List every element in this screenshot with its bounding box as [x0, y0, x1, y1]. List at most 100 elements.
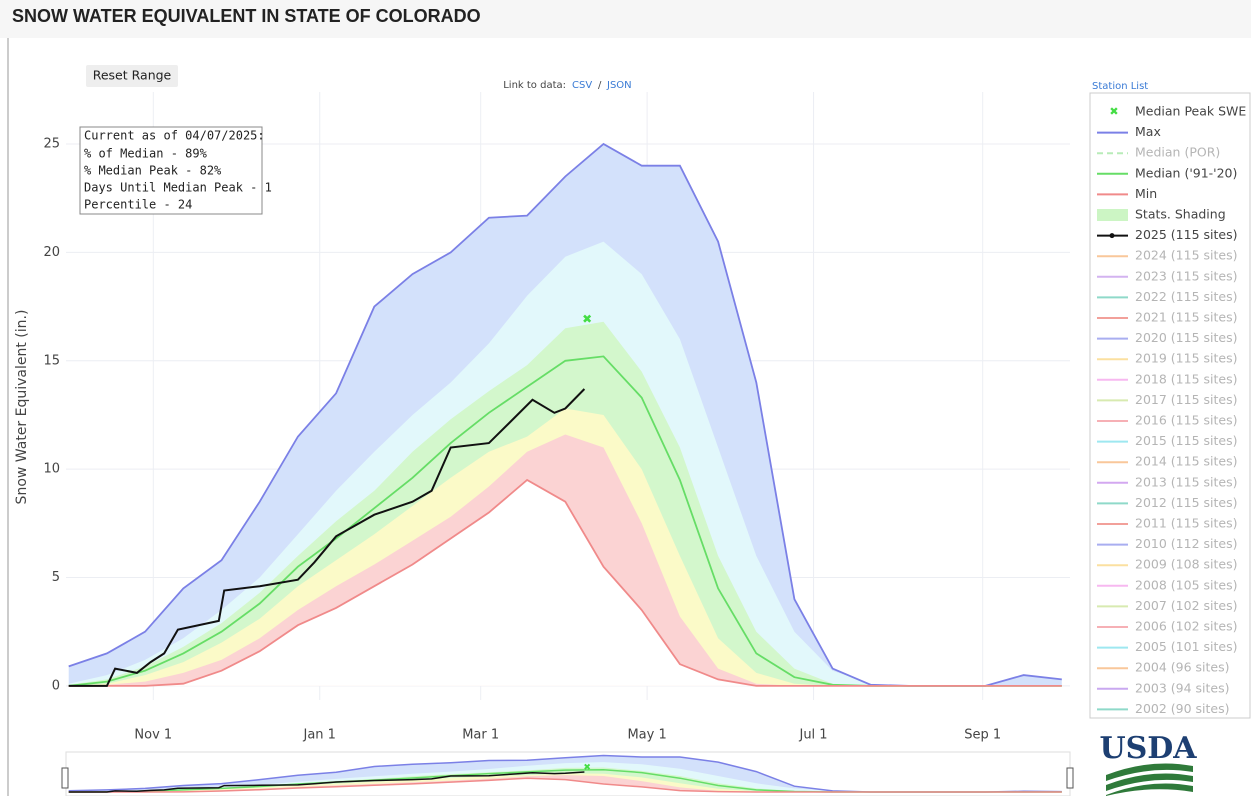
logo-text: USDA: [1099, 731, 1197, 766]
legend-entry[interactable]: 2005 (101 sites): [1097, 639, 1237, 654]
y-tick-label: 25: [43, 137, 60, 152]
title-bar: [0, 0, 1251, 38]
legend-label[interactable]: 2024 (115 sites): [1135, 248, 1237, 263]
plot-area: ✖: [68, 142, 1062, 687]
legend-label[interactable]: Median ('91-'20): [1135, 165, 1237, 180]
page-title: SNOW WATER EQUIVALENT IN STATE OF COLORA…: [12, 6, 481, 26]
shading-min: [68, 778, 1062, 793]
legend-label[interactable]: Median (POR): [1135, 145, 1220, 160]
legend-label[interactable]: 2004 (96 sites): [1135, 660, 1230, 675]
legend-entry[interactable]: 2024 (115 sites): [1097, 248, 1237, 263]
legend-label[interactable]: 2003 (94 sites): [1135, 680, 1230, 695]
series-line: [68, 388, 586, 687]
legend-label[interactable]: 2020 (115 sites): [1135, 330, 1237, 345]
legend-label[interactable]: Min: [1135, 186, 1157, 201]
x-tick-label: Mar 1: [462, 728, 499, 743]
info-line: Days Until Median Peak - 1: [84, 181, 272, 195]
legend-entry[interactable]: 2020 (115 sites): [1097, 330, 1237, 345]
legend-entry[interactable]: 2019 (115 sites): [1097, 351, 1237, 366]
legend-entry[interactable]: 2018 (115 sites): [1097, 371, 1237, 386]
legend-label[interactable]: 2002 (90 sites): [1135, 701, 1230, 716]
legend-entry[interactable]: 2002 (90 sites): [1097, 701, 1230, 716]
y-tick-label: 10: [43, 462, 60, 477]
legend-entry[interactable]: 2003 (94 sites): [1097, 680, 1230, 695]
json-link[interactable]: JSON: [606, 80, 632, 91]
legend-entry[interactable]: 2006 (102 sites): [1097, 619, 1237, 634]
link-label: Link to data:: [503, 80, 566, 91]
legend-entry[interactable]: 2013 (115 sites): [1097, 474, 1237, 489]
legend-label[interactable]: 2010 (112 sites): [1135, 536, 1237, 551]
legend-entry[interactable]: Max: [1097, 124, 1161, 139]
series-line: [68, 478, 1062, 687]
legend-label[interactable]: 2023 (115 sites): [1135, 268, 1237, 283]
legend-label[interactable]: 2018 (115 sites): [1135, 371, 1237, 386]
legend-box: [1089, 92, 1251, 719]
legend-symbol: ✖: [1109, 105, 1118, 118]
legend-label[interactable]: 2025 (115 sites): [1135, 227, 1237, 242]
range-handle[interactable]: [61, 767, 69, 789]
legend-label[interactable]: Max: [1135, 124, 1161, 139]
legend-label[interactable]: Median Peak SWE: [1135, 104, 1246, 119]
legend-label[interactable]: 2015 (115 sites): [1135, 433, 1237, 448]
legend-entry[interactable]: 2025 (115 sites): [1097, 227, 1237, 242]
legend-label[interactable]: 2019 (115 sites): [1135, 351, 1237, 366]
legend-entry[interactable]: 2009 (108 sites): [1097, 557, 1237, 572]
legend-entry[interactable]: Min: [1097, 186, 1157, 201]
series-line: [68, 771, 585, 793]
info-line: Percentile - 24: [84, 198, 192, 212]
reset-button-label[interactable]: Reset Range: [93, 68, 172, 83]
y-tick-label: 0: [52, 678, 60, 693]
x-tick-label: Sep 1: [964, 728, 1001, 743]
legend-label[interactable]: 2016 (115 sites): [1135, 413, 1237, 428]
legend-entry[interactable]: 2022 (115 sites): [1097, 289, 1237, 304]
legend-entry[interactable]: 2014 (115 sites): [1097, 454, 1237, 469]
range-handle[interactable]: [1066, 767, 1074, 789]
legend-label[interactable]: Stats. Shading: [1135, 207, 1226, 222]
legend-entry[interactable]: ✖ Median Peak SWE: [1109, 104, 1246, 119]
legend-label[interactable]: 2008 (105 sites): [1135, 577, 1237, 592]
legend-entry[interactable]: 2021 (115 sites): [1097, 310, 1237, 325]
legend-entry[interactable]: 2017 (115 sites): [1097, 392, 1237, 407]
legend-entry[interactable]: 2004 (96 sites): [1097, 660, 1230, 675]
y-tick-label: 5: [52, 570, 60, 585]
legend-entry[interactable]: 2015 (115 sites): [1097, 433, 1237, 448]
legend-entry[interactable]: 2007 (102 sites): [1097, 598, 1237, 613]
legend-label[interactable]: 2012 (115 sites): [1135, 495, 1237, 510]
legend-entry[interactable]: 2023 (115 sites): [1097, 268, 1237, 283]
legend-symbol: [1109, 233, 1115, 239]
legend-label[interactable]: 2007 (102 sites): [1135, 598, 1237, 613]
reset-button[interactable]: [86, 65, 178, 87]
legend-entry[interactable]: 2011 (115 sites): [1097, 516, 1237, 531]
station-list-link[interactable]: Station List: [1092, 81, 1148, 92]
legend-entry[interactable]: Stats. Shading: [1097, 207, 1226, 222]
legend-label[interactable]: 2005 (101 sites): [1135, 639, 1237, 654]
legend-entry[interactable]: 2008 (105 sites): [1097, 577, 1237, 592]
legend-entry[interactable]: 2016 (115 sites): [1097, 413, 1237, 428]
legend-entry[interactable]: 2012 (115 sites): [1097, 495, 1237, 510]
link-separator: /: [598, 80, 602, 91]
legend-label[interactable]: 2017 (115 sites): [1135, 392, 1237, 407]
legend-label[interactable]: 2013 (115 sites): [1135, 474, 1237, 489]
legend-entry[interactable]: 2010 (112 sites): [1097, 536, 1237, 551]
legend-label[interactable]: 2009 (108 sites): [1135, 557, 1237, 572]
shading-min: [68, 480, 1062, 686]
csv-link[interactable]: CSV: [572, 80, 592, 91]
legend: ✖ Median Peak SWE Max Median (POR) Median ('…: [1097, 104, 1246, 716]
plot: 0 5 10 15 20 25 Nov 1 Jan 1 Mar 1 May 1 Jul 1 Sep 1…: [14, 92, 1071, 796]
info-box: [79, 126, 263, 215]
series-line: [68, 777, 1062, 793]
usda-logo: USDA: [1099, 731, 1197, 796]
info-line: Current as of 04/07/2025:: [84, 129, 265, 143]
logo-stripe: [1106, 763, 1193, 781]
legend-label[interactable]: 2011 (115 sites): [1135, 516, 1237, 531]
legend-entry[interactable]: Median ('91-'20): [1097, 165, 1237, 180]
info-line: % Median Peak - 82%: [84, 164, 222, 178]
x-tick-label: May 1: [627, 728, 666, 743]
legend-entry[interactable]: Median (POR): [1097, 145, 1220, 160]
legend-label[interactable]: 2006 (102 sites): [1135, 619, 1237, 634]
legend-label[interactable]: 2022 (115 sites): [1135, 289, 1237, 304]
range-slider: ✖: [65, 751, 1071, 796]
legend-label[interactable]: 2021 (115 sites): [1135, 310, 1237, 325]
legend-label[interactable]: 2014 (115 sites): [1135, 454, 1237, 469]
